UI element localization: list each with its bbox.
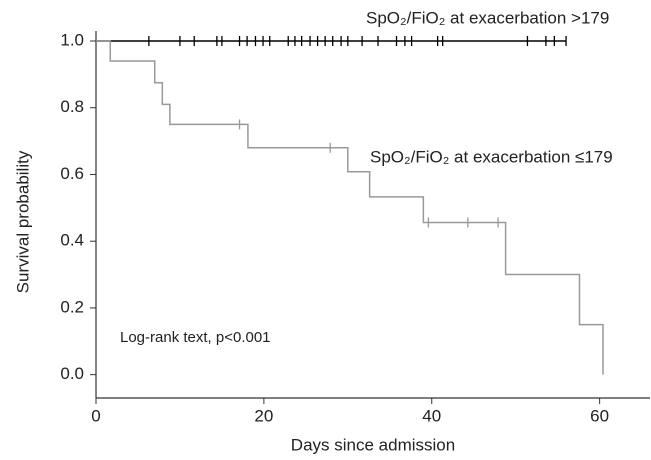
y-tick-label: 1.0 — [60, 30, 84, 49]
x-tick-label: 0 — [91, 406, 100, 425]
y-tick-label: 0.2 — [60, 297, 84, 316]
y-tick-label: 0.6 — [60, 164, 84, 183]
y-axis-label: Survival probability — [13, 150, 32, 293]
x-tick-label: 20 — [254, 406, 273, 425]
series-label: SpO₂/FiO₂ at exacerbation ≤179 — [370, 147, 613, 166]
x-tick-label: 60 — [590, 406, 609, 425]
y-tick-label: 0.8 — [60, 97, 84, 116]
annotation: Log-rank text, p<0.001 — [120, 329, 271, 346]
x-tick-label: 40 — [422, 406, 441, 425]
series-label: SpO₂/FiO₂ at exacerbation >179 — [366, 8, 609, 27]
survival-curve — [96, 40, 604, 375]
y-tick-label: 0.4 — [60, 231, 84, 250]
x-axis-label: Days since admission — [291, 435, 455, 454]
y-tick-label: 0.0 — [60, 364, 84, 383]
